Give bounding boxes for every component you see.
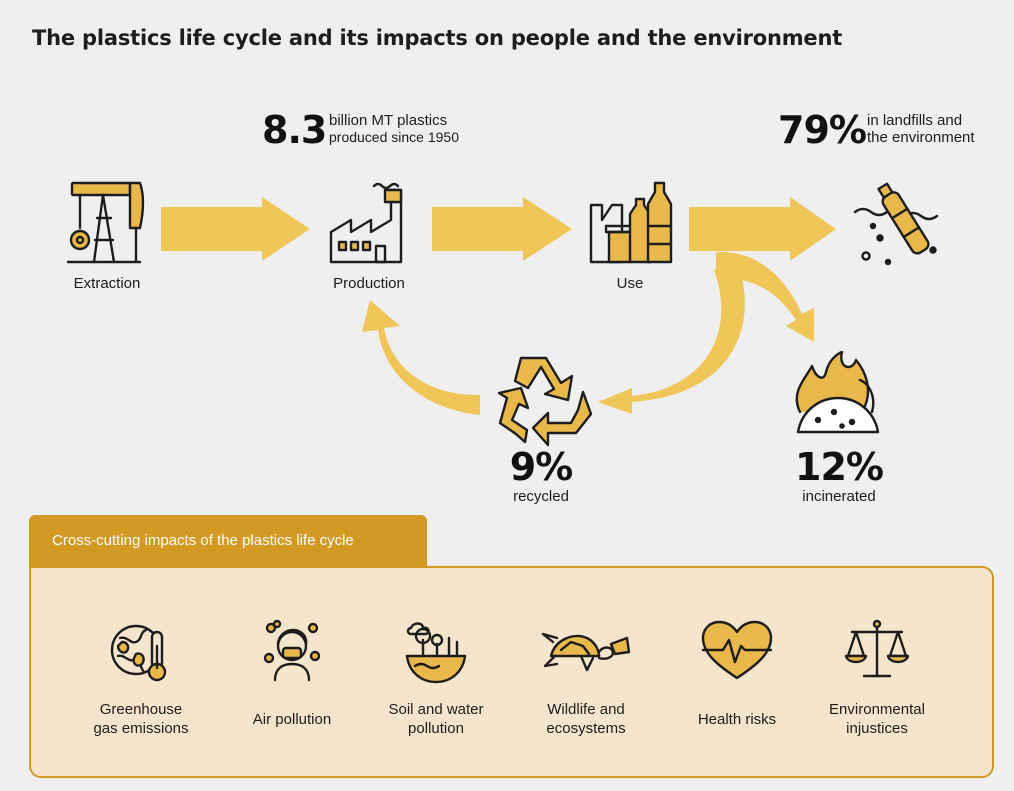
arrow-production-to-use	[432, 197, 572, 261]
arrow-use-to-environment	[689, 197, 836, 261]
impact-label: Soil and water pollution	[388, 701, 484, 737]
produced-caption-line1: billion MT plastics	[329, 112, 448, 129]
landfill-caption-line1: in landfills and	[867, 112, 963, 129]
person-mask-icon	[263, 619, 321, 682]
impact-air-pollution: Air pollution	[217, 616, 367, 744]
produced-caption: billion MT plastics produced since 1950	[329, 112, 459, 146]
incinerated-label: incinerated	[802, 488, 876, 505]
stage-label-use: Use	[616, 275, 644, 292]
packaging-icon	[589, 181, 673, 264]
impact-label: Health risks	[697, 711, 777, 728]
arrow-extraction-to-production	[161, 197, 310, 261]
impacts-panel: Greenhouse gas emissions Air pollution	[29, 566, 994, 778]
arrow-use-to-incineration	[716, 251, 814, 342]
produced-value: 8.3	[262, 108, 327, 152]
impacts-heading: Cross-cutting impacts of the plastics li…	[29, 515, 427, 567]
burning-waste-icon	[795, 350, 880, 434]
heart-pulse-icon	[701, 620, 773, 680]
landfill-caption-line2: the environment	[867, 129, 975, 146]
impact-label: Wildlife and ecosystems	[546, 701, 626, 737]
landfill-value: 79%	[778, 108, 867, 152]
lifecycle-diagram	[66, 181, 939, 447]
oil-pump-icon	[66, 181, 145, 264]
arrow-recycled-to-production	[362, 300, 480, 415]
page-title: The plastics life cycle and its impacts …	[32, 26, 843, 50]
polluted-land-icon	[405, 622, 467, 684]
bottle-in-water-icon	[853, 182, 939, 266]
recycle-icon	[497, 356, 593, 447]
impact-soil-water: Soil and water pollution	[361, 616, 511, 744]
impact-label: Air pollution	[252, 711, 332, 728]
arrow-use-to-recycling	[598, 262, 745, 414]
impact-label: Environmental injustices	[829, 701, 925, 737]
recycled-label: recycled	[513, 488, 569, 505]
landfill-caption: in landfills and the environment	[867, 112, 975, 146]
impact-label: Greenhouse gas emissions	[93, 701, 189, 737]
stage-label-production: Production	[333, 275, 405, 292]
stage-label-extraction: Extraction	[73, 275, 141, 292]
factory-icon	[329, 182, 403, 264]
impact-wildlife: Wildlife and ecosystems	[511, 616, 661, 744]
impact-injustice: Environmental injustices	[802, 616, 952, 744]
recycled-value: 9%	[509, 445, 574, 489]
impact-health: Health risks	[662, 616, 812, 744]
impact-greenhouse-gas: Greenhouse gas emissions	[66, 616, 216, 744]
incinerated-value: 12%	[795, 445, 884, 489]
scales-icon	[844, 619, 910, 678]
turtle-cup-icon	[541, 632, 631, 672]
produced-caption-line2: produced since 1950	[329, 129, 459, 145]
globe-thermometer-icon	[110, 624, 167, 682]
